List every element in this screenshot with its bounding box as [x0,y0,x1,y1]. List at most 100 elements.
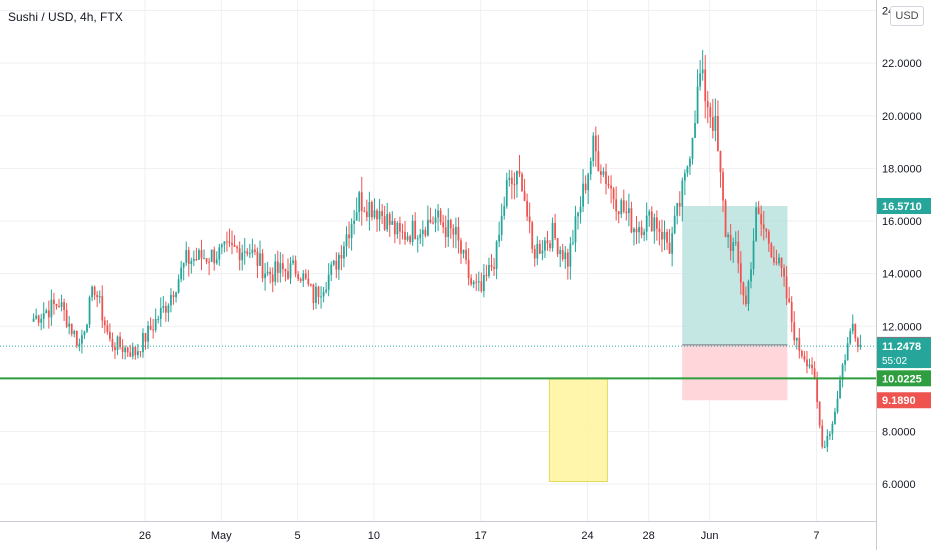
candle-body [282,263,284,270]
candle-body [750,269,752,282]
candle-body [851,323,854,332]
candle-body [589,161,592,175]
candle-body [465,249,467,260]
candle-body [559,249,562,255]
candle-body [668,242,671,254]
candle-body [752,240,755,270]
candle-body [477,281,480,283]
candle-body [627,208,630,214]
candle-body [103,320,106,326]
candle-body [780,257,783,269]
candle-body [226,241,228,243]
price-label-bg [877,392,931,409]
candle-body [63,302,65,311]
candle-body [818,402,821,426]
candle-body [337,254,340,270]
candle-body [734,241,737,243]
candle-body [846,343,849,361]
x-tick-label: Jun [701,530,719,542]
currency-button[interactable]: USD [890,6,924,26]
candle-body [373,210,376,218]
candle-body [645,215,648,232]
y-tick-label: 8.0000 [882,427,916,439]
candle-body [350,224,353,239]
candle-body [70,323,73,334]
candle-body [65,310,68,327]
candle-body [60,302,63,307]
candle-body [421,229,424,235]
candle-body [544,240,546,251]
candle-body [121,347,124,353]
candle-body [767,231,770,244]
candle-body [381,211,384,216]
candle-body [742,282,745,296]
candle-body [460,240,462,254]
candle-body [790,301,793,323]
candle-body [149,325,152,330]
candle-body [671,233,674,254]
candle-body [142,333,144,353]
y-tick-label: 12.0000 [882,321,922,333]
x-tick-label: 10 [368,530,380,542]
candle-body [709,107,712,118]
candle-body [467,259,470,279]
candle-body [681,180,684,207]
candle-body [299,279,302,281]
candle-body [45,310,48,314]
candle-body [513,184,516,186]
candle-body [124,347,127,353]
candle-body [724,200,727,238]
price-label: 9.1890 [882,395,916,407]
candle-body [159,308,162,319]
candle-body [330,264,333,275]
candle-body [612,188,615,200]
candle-body [739,263,742,283]
candle-body [147,325,149,342]
candle-body [620,200,623,215]
candle-body [437,210,439,218]
x-tick-label: 7 [813,530,819,542]
candle-body [208,261,211,263]
candle-body [317,286,320,298]
candle-body [600,171,602,175]
candle-body [274,261,277,282]
candle-body [528,216,531,223]
candle-body [195,259,198,261]
candle-body [778,257,780,264]
price-label: 16.5710 [882,201,922,213]
candle-body [42,313,45,319]
candle-body [409,236,411,242]
candle-body [523,191,526,201]
candle-body [376,210,378,220]
candle-body [259,253,261,266]
candle-body [35,315,38,319]
candle-body [783,268,785,277]
levels [0,345,876,380]
candle-body [607,183,610,186]
candle-body [302,273,305,281]
candle-body [722,172,724,201]
candle-body [198,250,200,260]
candle-body [615,199,618,212]
symbol-legend[interactable]: Sushi / USD, 4h, FTX [8,10,123,24]
candle-body [856,338,859,347]
candle-body [432,222,434,224]
candle-body [475,281,478,283]
price-label: 11.2478 [882,341,921,353]
candle-body [325,289,328,292]
candle-body [114,347,116,351]
candle-body [592,135,595,162]
candle-body [638,227,640,233]
candle-body [546,240,549,244]
candle-body [813,368,816,379]
candle-body [823,446,826,448]
candle-body [129,352,132,357]
candle-body [429,219,432,223]
candle-body [536,243,539,259]
candle-body [538,243,541,254]
y-tick-label: 16.0000 [882,216,922,228]
candle-body [345,234,348,247]
candle-body [785,276,788,299]
